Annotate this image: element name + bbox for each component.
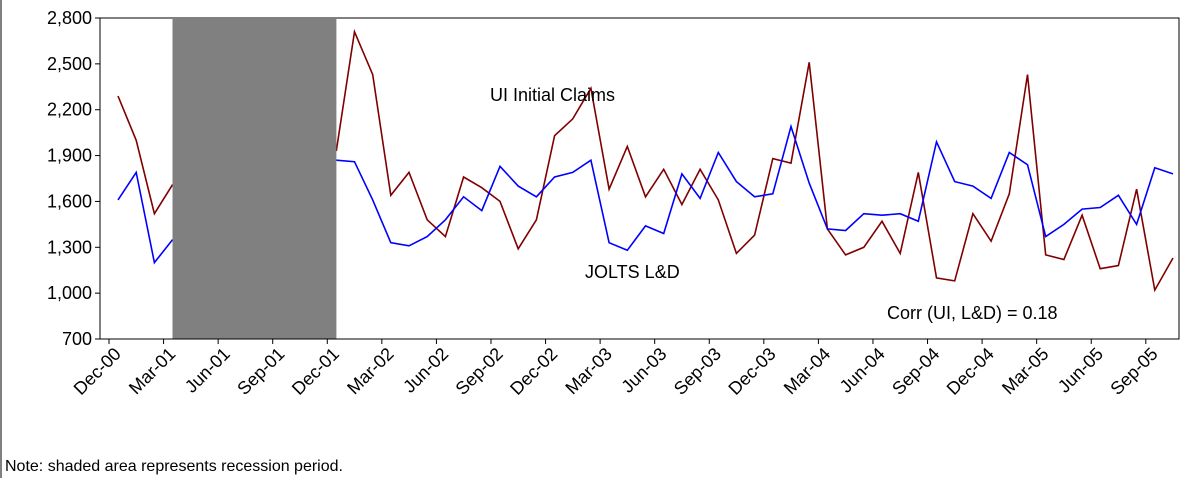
series-line xyxy=(117,123,1174,265)
x-tick-label: Dec-02 xyxy=(506,344,561,399)
x-tick-label: Dec-01 xyxy=(288,344,343,399)
annotation: Corr (UI, L&D) = 0.18 xyxy=(887,303,1058,323)
x-tick-label: Jun-01 xyxy=(181,344,234,397)
recession-band xyxy=(172,18,337,339)
x-tick-label: Dec-00 xyxy=(70,344,125,399)
series-line xyxy=(117,28,1174,293)
y-tick-label: 1,300 xyxy=(47,237,92,257)
x-tick-label: Sep-04 xyxy=(888,344,943,399)
x-tick-label: Jun-04 xyxy=(836,344,889,397)
x-tick-label: Dec-04 xyxy=(943,344,998,399)
y-tick-label: 1,000 xyxy=(47,283,92,303)
x-tick-label: Sep-05 xyxy=(1106,344,1161,399)
y-tick-label: 1,600 xyxy=(47,191,92,211)
x-tick-label: Jun-05 xyxy=(1054,344,1107,397)
x-tick-label: Mar-04 xyxy=(780,344,834,398)
x-tick-label: Mar-01 xyxy=(125,344,179,398)
x-tick-label: Jun-02 xyxy=(399,344,452,397)
y-tick-label: 2,800 xyxy=(47,8,92,28)
x-tick-label: Sep-01 xyxy=(233,344,288,399)
x-tick-label: Mar-05 xyxy=(998,344,1052,398)
y-tick-label: 1,900 xyxy=(47,146,92,166)
annotation: JOLTS L&D xyxy=(585,262,680,282)
y-tick-label: 2,500 xyxy=(47,54,92,74)
x-tick-label: Sep-03 xyxy=(670,344,725,399)
x-tick-label: Dec-03 xyxy=(724,344,779,399)
annotation: UI Initial Claims xyxy=(490,85,615,105)
x-tick-label: Mar-03 xyxy=(561,344,615,398)
x-tick-label: Mar-02 xyxy=(343,344,397,398)
y-tick-label: 700 xyxy=(62,329,92,349)
x-tick-label: Jun-03 xyxy=(617,344,670,397)
note: Note: shaded area represents recession p… xyxy=(5,458,343,475)
y-tick-label: 2,200 xyxy=(47,100,92,120)
x-tick-label: Sep-02 xyxy=(452,344,507,399)
